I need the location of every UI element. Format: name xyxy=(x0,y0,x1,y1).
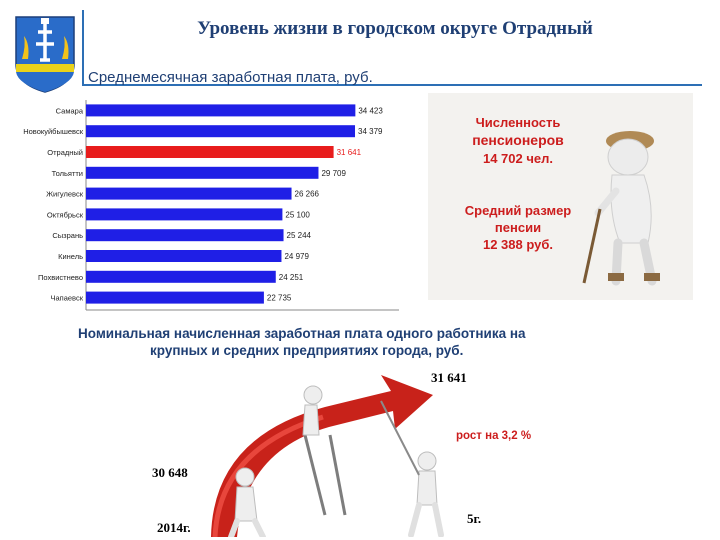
chart-category-label: Кинель xyxy=(58,252,83,261)
chart-bar xyxy=(86,291,264,304)
chart-value-label: 25 244 xyxy=(287,231,312,240)
growth-value-previous: 30 648 xyxy=(152,465,188,480)
chart-value-label: 26 266 xyxy=(295,190,320,199)
chart-bar xyxy=(86,250,282,262)
growth-year-current: 5г. xyxy=(467,511,482,526)
pension-count-label-2: пенсионеров xyxy=(472,132,564,148)
chart-value-label: 29 709 xyxy=(321,169,346,178)
chart-category-label: Жигулевск xyxy=(46,190,84,199)
header-vertical-rule xyxy=(82,10,84,84)
chart-bar xyxy=(86,125,356,138)
chart-value-label: 34 379 xyxy=(358,127,383,136)
header-horizontal-rule xyxy=(82,84,702,86)
chart-value-label: 34 423 xyxy=(358,106,383,115)
growth-value-current: 31 641 xyxy=(431,370,467,385)
chart-value-label: 24 251 xyxy=(279,273,304,282)
chart-category-label: Похвистнево xyxy=(38,273,83,282)
chart-bar xyxy=(86,187,292,200)
chart-bar xyxy=(86,208,283,221)
chart-category-label: Сызрань xyxy=(52,231,83,240)
page-title: Уровень жизни в городском округе Отрадны… xyxy=(197,18,593,39)
pension-count-label-1: Численность xyxy=(475,115,561,130)
chart-category-label: Новокуйбышевск xyxy=(23,127,83,136)
salary-bar-chart: Самара 34 423 Новокуйбышевск 34 379 Отрадный… xyxy=(23,100,399,311)
pension-avg-label-1: Средний размер xyxy=(464,203,572,218)
growth-arrow-illustration xyxy=(211,375,444,537)
chart-bar xyxy=(86,166,319,179)
chart-category-label: Самара xyxy=(56,106,84,115)
pension-avg-label-2: пенсии xyxy=(494,220,542,235)
chart-value-label: 22 735 xyxy=(267,294,292,303)
chart-bar xyxy=(86,229,284,242)
chart-category-label: Отрадный xyxy=(47,148,83,157)
chart-subtitle: Среднемесячная заработная плата, руб. xyxy=(88,69,373,86)
chart-value-label: 31 641 xyxy=(337,148,362,157)
chart-category-label: Тольятти xyxy=(52,169,83,178)
chart-value-label: 24 979 xyxy=(284,252,309,261)
pension-count-value: 14 702 чел. xyxy=(482,151,554,166)
chart-bar xyxy=(86,146,334,158)
chart-value-label: 25 100 xyxy=(285,210,310,219)
growth-rate-label: рост на 3,2 % xyxy=(456,430,532,442)
chart-category-label: Чапаевск xyxy=(50,294,83,303)
pension-avg-value: 12 388 руб. xyxy=(482,237,553,252)
pension-info-panel: Численность пенсионеров 14 702 чел. Сред… xyxy=(428,93,693,300)
chart-category-label: Октябрьск xyxy=(47,210,84,219)
growth-caption-line2: крупных и средних предприятиях города, р… xyxy=(150,343,464,358)
chart-bar xyxy=(86,104,356,117)
growth-caption: Номинальная начисленная заработная плата… xyxy=(78,325,526,359)
growth-caption-line1: Номинальная начисленная заработная плата… xyxy=(78,326,526,341)
chart-bar xyxy=(86,270,276,283)
elderly-figure-illustration xyxy=(582,131,660,286)
growth-year-previous: 2014г. xyxy=(157,520,191,535)
city-emblem-logo xyxy=(12,14,78,99)
